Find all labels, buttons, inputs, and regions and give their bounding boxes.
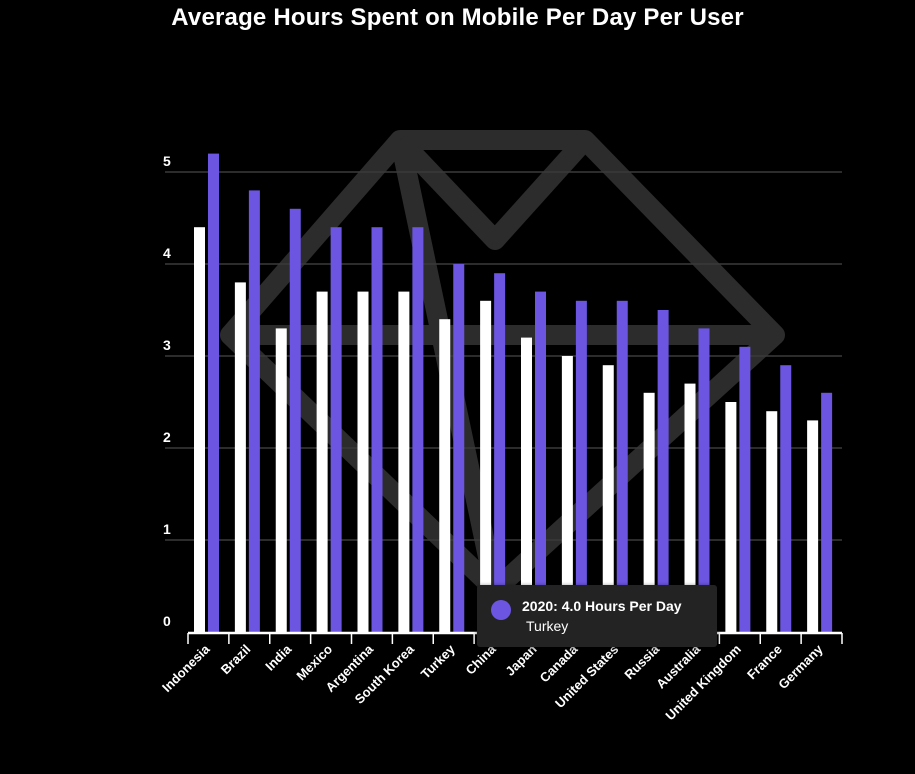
bar-series-2-argentina[interactable] (371, 227, 383, 632)
bar-series-2-united-kingdom[interactable] (739, 346, 751, 632)
bar-series-2-australia[interactable] (698, 328, 710, 632)
x-tick-label: Germany (775, 641, 826, 692)
tooltip: 2020: 4.0 Hours Per Day Turkey (477, 585, 717, 647)
x-tick-label: India (262, 641, 295, 674)
x-tick-label: France (744, 642, 785, 683)
bar-series-2-france[interactable] (780, 365, 792, 632)
bar-series-2-turkey[interactable] (453, 264, 465, 632)
bar-series-1-japan[interactable] (521, 337, 532, 632)
tooltip-value: 2020: 4.0 Hours Per Day (522, 598, 682, 614)
bar-series-1-turkey[interactable] (439, 319, 451, 632)
y-tick-label: 5 (163, 153, 171, 169)
y-tick-label: 3 (163, 337, 171, 353)
bar-series-1-russia[interactable] (643, 392, 655, 632)
bar-series-2-germany[interactable] (821, 392, 833, 632)
bar-series-1-canada[interactable] (561, 356, 573, 632)
bar-series-2-japan[interactable] (535, 291, 546, 632)
bar-series-1-united-kingdom[interactable] (725, 402, 737, 632)
x-tick-label: Japan (502, 641, 539, 678)
tooltip-category: Turkey (526, 618, 569, 634)
bar-series-2-russia[interactable] (657, 310, 669, 632)
bar-series-1-china[interactable] (480, 300, 492, 632)
x-tick-label: Brazil (218, 642, 254, 678)
bar-series-1-brazil[interactable] (234, 282, 246, 632)
bar-series-2-brazil[interactable] (248, 190, 260, 632)
bar-series-1-france[interactable] (766, 411, 778, 632)
bar-series-2-indonesia[interactable] (208, 153, 219, 632)
bar-series-1-australia[interactable] (684, 383, 696, 632)
bar-series-2-india[interactable] (289, 208, 301, 633)
bar-series-1-united-states[interactable] (602, 365, 614, 632)
y-tick-label: 0 (163, 613, 171, 629)
bar-series-1-indonesia[interactable] (194, 227, 205, 632)
bar-series-2-mexico[interactable] (330, 227, 342, 632)
chart-title: Average Hours Spent on Mobile Per Day Pe… (171, 4, 744, 31)
bar-series-2-south-korea[interactable] (412, 227, 424, 632)
x-tick-label: United Kingdom (662, 642, 744, 724)
bar-series-1-mexico[interactable] (316, 291, 328, 632)
x-tick-label: Indonesia (159, 641, 213, 695)
bar-series-2-china[interactable] (494, 273, 506, 632)
x-tick-label: Turkey (418, 641, 459, 682)
bar-series-2-united-states[interactable] (616, 300, 628, 632)
x-axis-ticks: Indonesia Brazil India MexicoArgentinaSouth… (159, 641, 826, 723)
bar-series-1-argentina[interactable] (357, 291, 369, 632)
bar-series-1-india[interactable] (275, 328, 287, 632)
bar-series-2-canada[interactable] (575, 300, 587, 632)
bar-series-1-germany[interactable] (807, 420, 819, 632)
bars (194, 153, 833, 633)
tooltip-series-dot (491, 600, 511, 620)
y-axis-ticks: 0 1 2 3 4 5 (163, 153, 171, 629)
y-tick-label: 4 (163, 245, 171, 261)
bar-series-1-south-korea[interactable] (398, 291, 410, 632)
y-tick-label: 1 (163, 521, 171, 537)
y-tick-label: 2 (163, 429, 171, 445)
